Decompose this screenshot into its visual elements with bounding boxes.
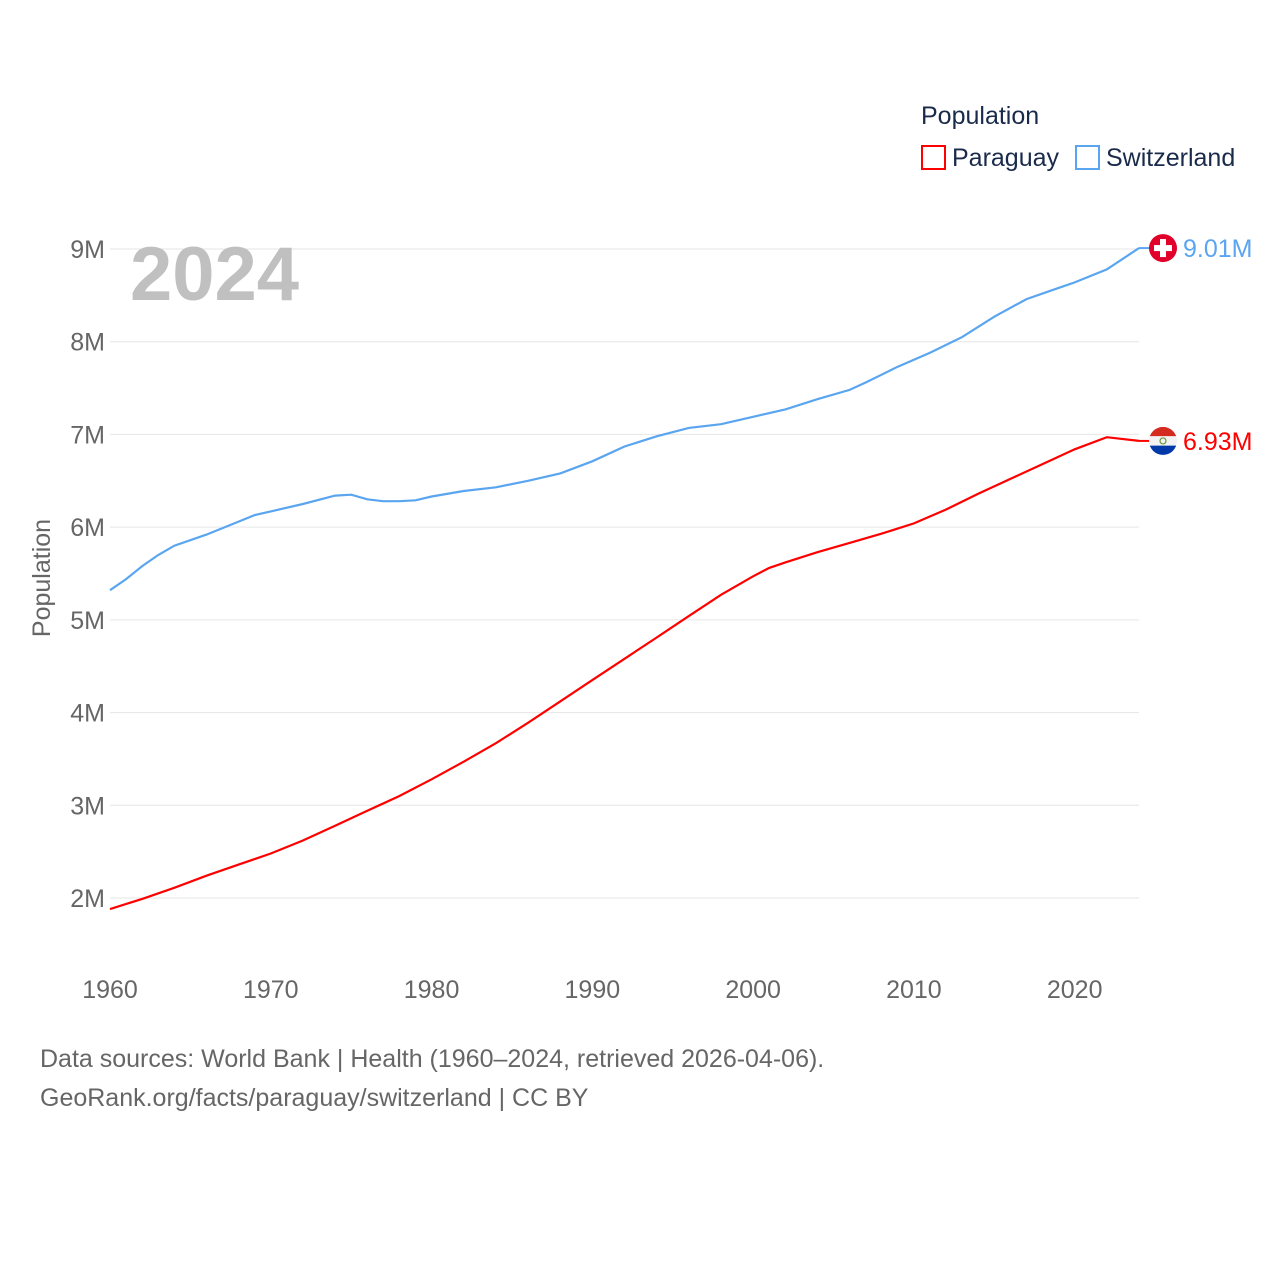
legend-label-switzerland: Switzerland [1106, 144, 1235, 172]
legend-swatch-switzerland [1075, 145, 1100, 170]
y-tick-label: 9M [70, 236, 105, 264]
y-tick-label: 2M [70, 885, 105, 913]
legend-swatch-paraguay [921, 145, 946, 170]
y-tick-label: 8M [70, 329, 105, 357]
flag-cross [1154, 245, 1172, 252]
x-tick-label: 1980 [404, 976, 460, 1004]
y-tick-label: 7M [70, 421, 105, 449]
paraguay-flag-icon [1149, 426, 1177, 455]
x-tick-label: 1990 [565, 976, 621, 1004]
end-value-label-switzerland: 9.01M [1183, 235, 1252, 263]
x-tick-label: 1960 [82, 976, 138, 1004]
legend-label-paraguay: Paraguay [952, 144, 1060, 172]
series-line-switzerland [109, 247, 1140, 592]
series-line-paraguay [109, 436, 1140, 911]
x-tick-label: 2020 [1047, 976, 1103, 1004]
y-axis-label: Population [28, 519, 56, 637]
x-tick-label: 1970 [243, 976, 299, 1004]
y-tick-label: 5M [70, 607, 105, 635]
end-value-label-paraguay: 6.93M [1183, 428, 1252, 456]
year-watermark: 2024 [130, 232, 299, 317]
y-tick-label: 4M [70, 700, 105, 728]
attribution-link[interactable]: GeoRank.org/facts/paraguay/switzerland |… [40, 1084, 589, 1112]
y-tick-label: 3M [70, 792, 105, 820]
source-text: Data sources: World Bank | Health (1960–… [40, 1045, 825, 1073]
x-tick-label: 2000 [725, 976, 781, 1004]
y-tick-label: 6M [70, 514, 105, 542]
x-tick-label: 2010 [886, 976, 942, 1004]
legend-title: Population [921, 102, 1039, 130]
